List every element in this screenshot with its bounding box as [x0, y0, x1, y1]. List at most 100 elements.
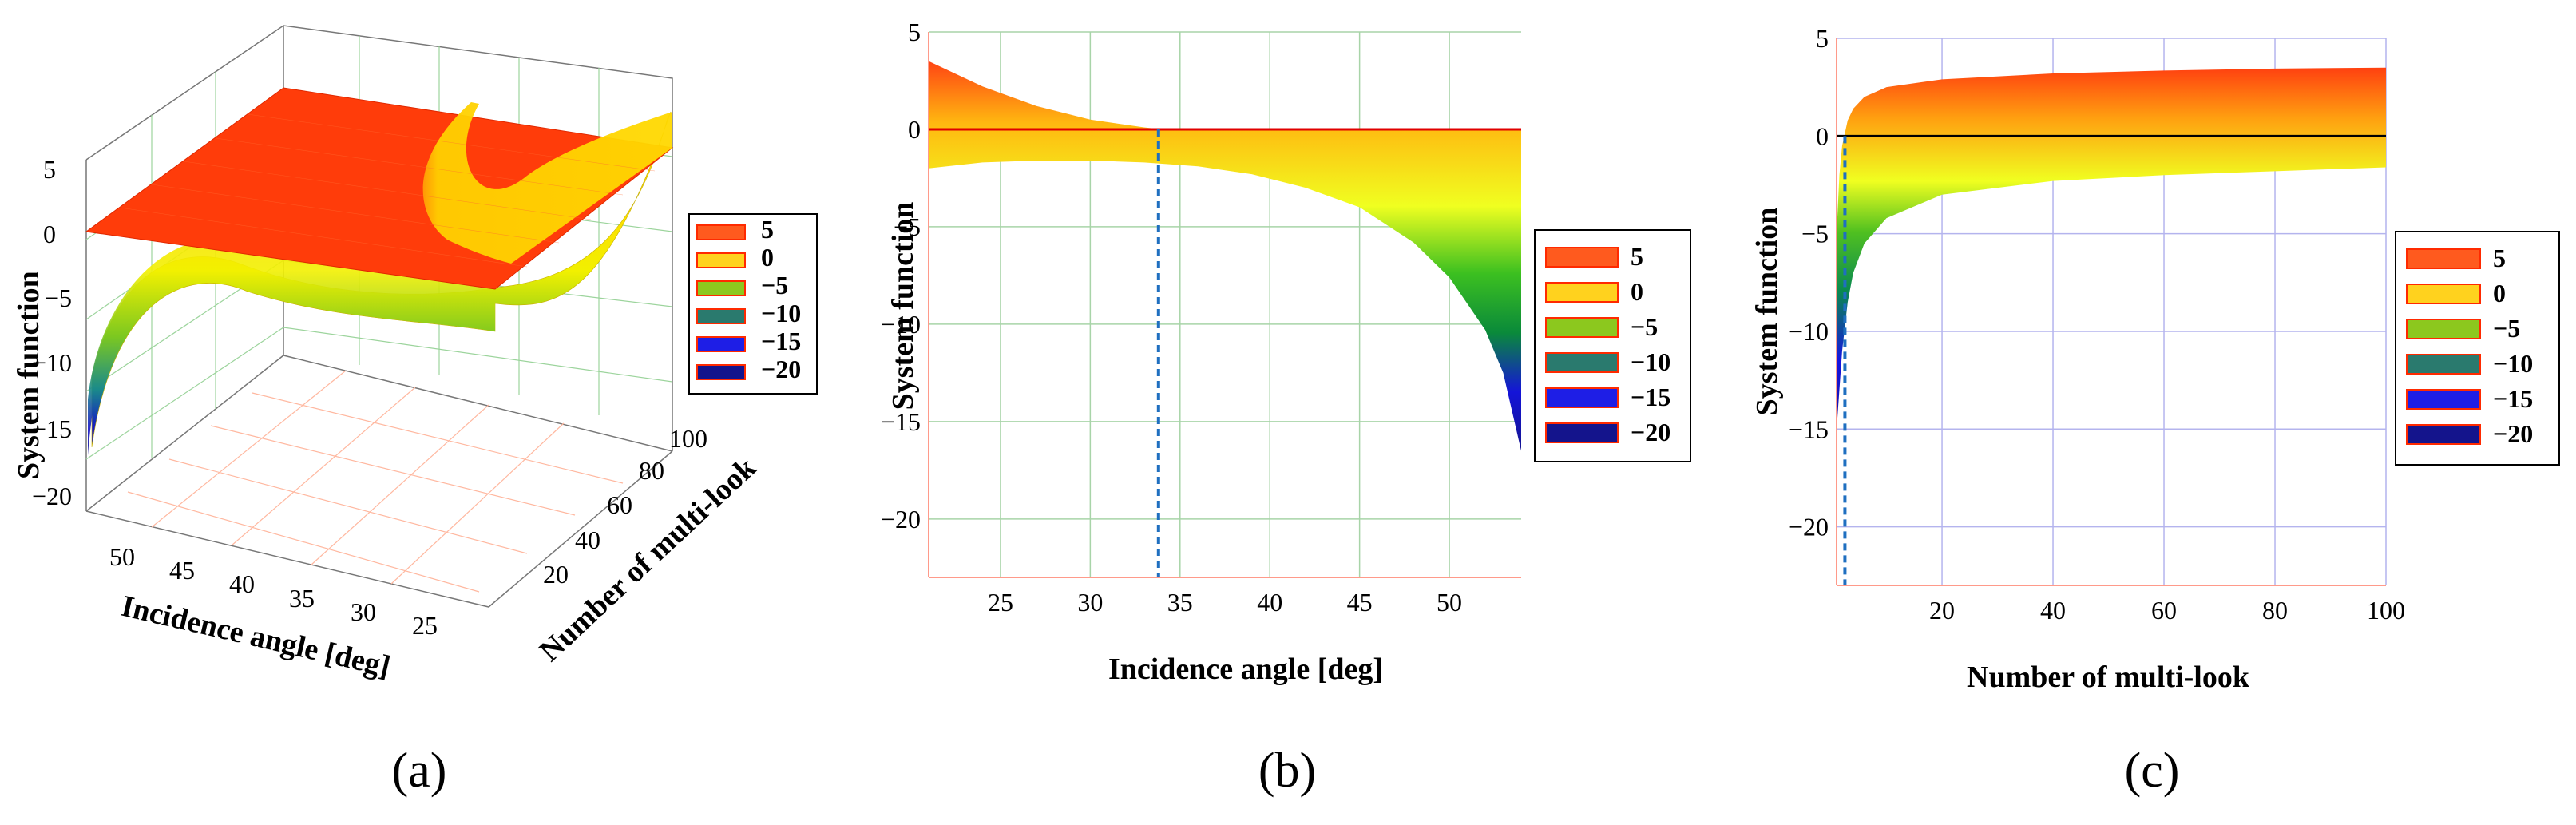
legend-label: −15: [761, 327, 801, 355]
legend-b: 5 0 −5 −10 −15 −20: [1534, 229, 1691, 462]
legend-swatch: [696, 308, 746, 324]
panel-b-x-ticks: 25 30 35 40 45 50: [988, 588, 1462, 617]
legend-swatch: [696, 364, 746, 380]
legend-label: −5: [2493, 314, 2520, 343]
panel-c-chart: 20 40 60 80 100 5 0 −5 −10 −15 −20 Number of mult…: [1750, 24, 2405, 798]
x-tick-label: 30: [1077, 588, 1103, 617]
panel-a-x-tick: 30: [351, 597, 376, 626]
panel-b-y-ticks: 5 0 −5 −10 −15 −20: [881, 18, 921, 533]
panel-a-surface-lower-front: [88, 240, 495, 455]
legend-swatch: [1545, 422, 1619, 443]
x-tick-label: 100: [2367, 596, 2405, 625]
panel-a-z-tick: −20: [32, 482, 72, 510]
legend-label: −5: [761, 271, 788, 299]
panel-a-y-tick: 60: [607, 490, 632, 519]
legend-swatch: [696, 336, 746, 352]
y-tick-label: 5: [908, 18, 921, 46]
panel-a-y-tick: 80: [639, 456, 664, 485]
panel-a-z-ticks: 5 0 −5 −10 −15 −20: [32, 155, 72, 510]
legend-swatch: [696, 280, 746, 296]
panel-a-z-tick: 5: [43, 155, 56, 184]
y-tick-label: 0: [908, 115, 921, 144]
legend-swatch: [1545, 387, 1619, 408]
panel-a-y-tick: 40: [575, 526, 600, 554]
x-tick-label: 35: [1167, 588, 1193, 617]
legend-label: −20: [761, 355, 801, 383]
legend-label: 5: [2493, 244, 2506, 272]
panel-b-ylabel: System function: [886, 202, 920, 411]
y-tick-label: −5: [894, 212, 921, 241]
x-tick-label: 50: [1437, 588, 1462, 617]
legend-swatch: [2406, 389, 2481, 410]
legend-a: 50−5−10−15−20: [688, 213, 818, 395]
legend-label: 0: [761, 243, 774, 272]
caption-a: (a): [392, 744, 447, 798]
legend-swatch: [696, 252, 746, 268]
panel-c-y-ticks: 5 0 −5 −10 −15 −20: [1789, 24, 1829, 541]
legend-swatch: [1545, 317, 1619, 338]
legend-swatch: [2406, 284, 2481, 304]
legend-label: −10: [2493, 349, 2533, 378]
panel-a-zlabel: System function: [12, 271, 46, 479]
x-tick-label: 40: [2040, 596, 2066, 625]
panel-a-z-tick: 0: [43, 220, 56, 248]
panel-a-surface-plot: 5 0 −5 −10 −15 −20 50 45 40 35 30 25 20 …: [12, 25, 763, 798]
x-tick-label: 45: [1347, 588, 1373, 617]
legend-label: −20: [2493, 419, 2533, 448]
legend-label: −10: [761, 299, 801, 327]
panel-a-box: [85, 25, 673, 608]
caption-c: (c): [2125, 744, 2180, 798]
y-tick-label: −10: [881, 310, 921, 339]
x-tick-label: 20: [1929, 596, 1955, 625]
panel-a-plane-mesh: [119, 113, 656, 268]
panel-b-band: [929, 61, 1521, 451]
legend-c: 5 0 −5 −10 −15 −20: [2395, 231, 2560, 466]
panel-a-x-tick: 25: [412, 611, 438, 640]
legend-swatch: [2406, 319, 2481, 339]
caption-b: (b): [1258, 744, 1316, 798]
legend-label: −10: [1631, 347, 1670, 376]
legend-swatch: [2406, 424, 2481, 445]
legend-label: 5: [1631, 242, 1643, 271]
legend-swatch: [696, 224, 746, 240]
legend-label: −15: [2493, 384, 2533, 413]
legend-label: −20: [1631, 418, 1670, 446]
panel-a-y-tick: 20: [543, 560, 569, 589]
panel-a-x-tick: 35: [289, 584, 315, 613]
legend-label: 0: [2493, 279, 2506, 307]
y-tick-label: −15: [881, 407, 921, 436]
y-tick-label: 5: [1816, 24, 1829, 53]
panel-b-xlabel: Incidence angle [deg]: [1108, 652, 1383, 686]
panel-a-x-tick: 40: [229, 569, 255, 598]
panel-c-band: [1837, 67, 2386, 430]
y-tick-label: 0: [1816, 121, 1829, 150]
x-tick-label: 25: [988, 588, 1013, 617]
y-tick-label: −10: [1789, 317, 1829, 346]
panel-b-chart: 25 30 35 40 45 50 50−5−10−15−20 Incidence ang…: [881, 18, 1521, 798]
y-tick-label: −15: [1789, 414, 1829, 443]
legend-label: −15: [1631, 383, 1670, 411]
panel-a-z-tick: −5: [45, 284, 72, 312]
x-tick-label: 80: [2262, 596, 2288, 625]
panel-c-x-ticks: 20 40 60 80 100: [1929, 596, 2405, 625]
legend-swatch: [2406, 248, 2481, 269]
y-tick-label: −5: [1801, 220, 1829, 248]
legend-swatch: [1545, 352, 1619, 373]
panel-a-y-tick: 100: [669, 424, 707, 453]
panel-a-surface-rise: [422, 102, 672, 264]
y-tick-label: −20: [1789, 513, 1829, 541]
y-tick-label: −20: [881, 505, 921, 533]
legend-swatch: [1545, 282, 1619, 303]
panel-c-xlabel: Number of multi-look: [1967, 660, 2250, 694]
legend-label: −5: [1631, 312, 1658, 341]
legend-label: 5: [761, 215, 774, 244]
panel-a-x-tick: 45: [169, 556, 195, 585]
legend-swatch: [1545, 247, 1619, 268]
x-tick-label: 60: [2151, 596, 2177, 625]
legend-label: 0: [1631, 277, 1643, 306]
panel-a-z-tick: −15: [32, 414, 72, 443]
panel-a-y-ticks: 20 40 60 80 100: [543, 424, 707, 589]
panel-a-floor-grid: [127, 370, 624, 593]
x-tick-label: 40: [1257, 588, 1282, 617]
